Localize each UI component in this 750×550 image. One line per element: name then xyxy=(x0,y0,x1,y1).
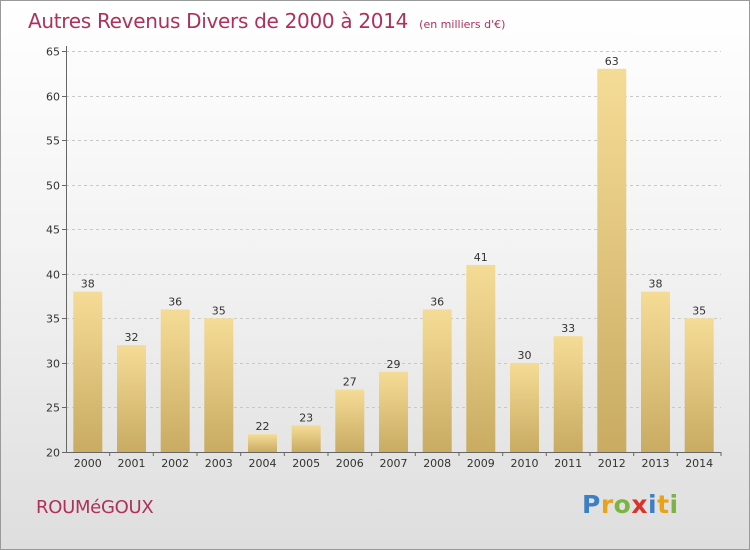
x-tick-label-2014: 2014 xyxy=(685,457,713,470)
bar-2001[interactable] xyxy=(117,345,146,452)
bar-2010[interactable] xyxy=(510,362,539,452)
proxiti-logo[interactable]: Proxiti xyxy=(582,490,679,519)
x-tick-label-2002: 2002 xyxy=(161,457,189,470)
logo-letter: i xyxy=(648,490,658,519)
x-tick-label-2010: 2010 xyxy=(511,457,539,470)
x-tick-label-2003: 2003 xyxy=(205,457,233,470)
bar-2005[interactable] xyxy=(291,425,321,452)
value-label-2004: 22 xyxy=(256,420,270,433)
logo-letter: i xyxy=(669,490,679,519)
x-tick-label-2011: 2011 xyxy=(554,457,582,470)
value-label-2002: 36 xyxy=(168,295,182,308)
value-label-2010: 30 xyxy=(518,349,532,362)
x-tick-label-2009: 2009 xyxy=(467,457,495,470)
chart-subtitle: (en milliers d'€) xyxy=(419,18,506,31)
x-tick-label-2005: 2005 xyxy=(292,457,320,470)
x-tick-label-2001: 2001 xyxy=(118,457,146,470)
bar-2002[interactable] xyxy=(160,309,190,452)
y-tick-label: 30 xyxy=(46,358,60,371)
title-row: Autres Revenus Divers de 2000 à 2014 (en… xyxy=(28,9,505,33)
x-tick-label-2012: 2012 xyxy=(598,457,626,470)
y-tick-labels: 20 25 30 35 40 45 50 55 60 65 xyxy=(46,46,66,460)
bar-2008[interactable] xyxy=(422,309,452,452)
bar-2003[interactable] xyxy=(204,318,234,452)
value-label-2013: 38 xyxy=(649,278,663,291)
chart-title: Autres Revenus Divers de 2000 à 2014 xyxy=(28,9,409,33)
bar-2009[interactable] xyxy=(466,264,496,452)
value-label-2001: 32 xyxy=(125,331,139,344)
y-tick-label: 65 xyxy=(46,46,60,59)
y-tick-label: 20 xyxy=(46,447,60,460)
logo-letter: r xyxy=(600,490,614,519)
x-tick-label-2008: 2008 xyxy=(423,457,451,470)
y-tick-label: 60 xyxy=(46,91,60,104)
value-label-2007: 29 xyxy=(387,358,401,371)
y-tick-label: 25 xyxy=(46,402,60,415)
bars xyxy=(73,68,714,453)
y-tick-label: 55 xyxy=(46,135,60,148)
logo-letter: t xyxy=(657,490,670,519)
bar-2004[interactable] xyxy=(248,434,277,452)
axes xyxy=(66,46,721,453)
value-label-2006: 27 xyxy=(343,376,357,389)
bar-2000[interactable] xyxy=(73,291,103,452)
x-tick-label-2007: 2007 xyxy=(380,457,408,470)
y-tick-label: 40 xyxy=(46,269,60,282)
logo-letter: P xyxy=(582,490,601,519)
bar-2007[interactable] xyxy=(379,371,408,452)
value-label-2014: 35 xyxy=(692,304,706,317)
logo-letter: x xyxy=(631,490,648,519)
bar-2014[interactable] xyxy=(684,318,714,452)
value-label-2008: 36 xyxy=(430,295,444,308)
logo-letter: o xyxy=(613,490,632,519)
x-tick-label-2013: 2013 xyxy=(642,457,670,470)
x-tick-label-2006: 2006 xyxy=(336,457,364,470)
bar-2012[interactable] xyxy=(597,68,627,453)
y-tick-label: 35 xyxy=(46,313,60,326)
bar-2013[interactable] xyxy=(641,291,670,452)
value-label-2003: 35 xyxy=(212,304,226,317)
y-tick-label: 45 xyxy=(46,224,60,237)
commune-name: ROUMéGOUX xyxy=(36,497,154,518)
value-labels: 38 32 36 35 22 23 27 29 36 41 30 33 63 38 35 xyxy=(81,55,706,433)
x-tick-label-2004: 2004 xyxy=(249,457,277,470)
x-tick-labels: 2000 2001 2002 2003 2004 2005 2006 2007 2008 2009… xyxy=(74,452,722,470)
value-label-2005: 23 xyxy=(299,411,313,424)
value-label-2011: 33 xyxy=(561,322,575,335)
value-label-2012: 63 xyxy=(605,55,619,68)
bar-2011[interactable] xyxy=(553,336,583,452)
value-label-2000: 38 xyxy=(81,278,95,291)
value-label-2009: 41 xyxy=(474,251,488,264)
x-tick-label-2000: 2000 xyxy=(74,457,102,470)
bar-2006[interactable] xyxy=(335,389,365,452)
y-tick-label: 50 xyxy=(46,180,60,193)
